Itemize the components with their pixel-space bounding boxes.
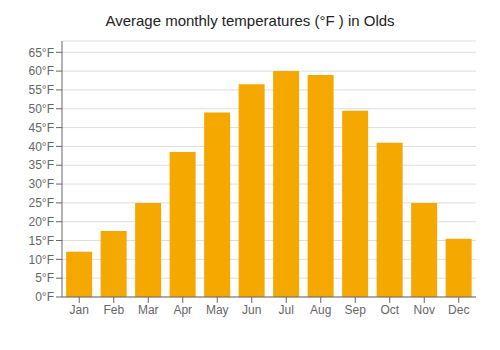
svg-text:35°F: 35°F	[29, 158, 54, 172]
svg-text:65°F: 65°F	[29, 46, 54, 60]
svg-text:10°F: 10°F	[29, 253, 54, 267]
svg-text:Jul: Jul	[279, 303, 294, 317]
svg-text:55°F: 55°F	[29, 83, 54, 97]
svg-text:5°F: 5°F	[35, 271, 54, 285]
svg-text:Feb: Feb	[103, 303, 124, 317]
svg-text:Jun: Jun	[242, 303, 261, 317]
svg-text:Dec: Dec	[448, 303, 469, 317]
svg-text:30°F: 30°F	[29, 177, 54, 191]
svg-text:15°F: 15°F	[29, 234, 54, 248]
svg-text:Nov: Nov	[414, 303, 435, 317]
html-text:Average monthly temperatures (: Average monthly temperatures (°F ) in Ol…	[105, 12, 395, 29]
svg-text:Oct: Oct	[380, 303, 399, 317]
svg-text:May: May	[206, 303, 229, 317]
svg-text:0°F: 0°F	[35, 290, 54, 304]
svg-text:25°F: 25°F	[29, 196, 54, 210]
svg-text:Apr: Apr	[173, 303, 192, 317]
svg-text:60°F: 60°F	[29, 64, 54, 78]
svg-text:Aug: Aug	[310, 303, 331, 317]
svg-text:45°F: 45°F	[29, 121, 54, 135]
svg-text:50°F: 50°F	[29, 102, 54, 116]
svg-text:Sep: Sep	[345, 303, 367, 317]
svg-text:Mar: Mar	[138, 303, 159, 317]
svg-text:20°F: 20°F	[29, 215, 54, 229]
svg-text:Jan: Jan	[70, 303, 89, 317]
svg-text:40°F: 40°F	[29, 140, 54, 154]
